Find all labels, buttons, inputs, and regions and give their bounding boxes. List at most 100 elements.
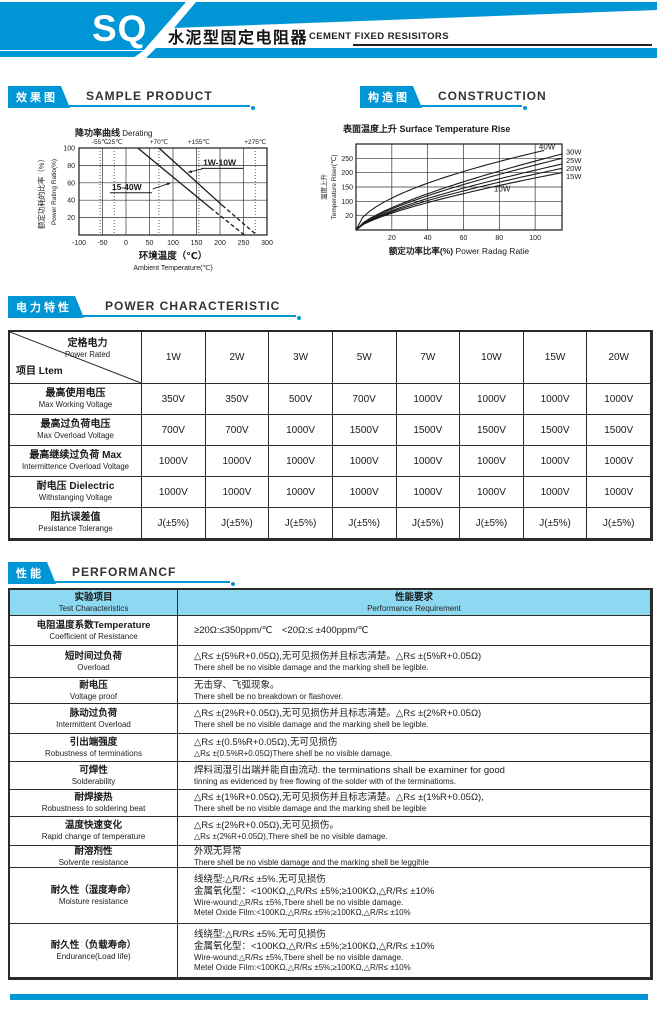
perf-req-line: There shell be no visible damage and the… bbox=[194, 662, 429, 672]
ref-line-label: +70℃ bbox=[150, 138, 168, 146]
power-value-cell: 1000V bbox=[205, 477, 270, 508]
x-tick-label: 300 bbox=[261, 240, 273, 247]
plot-frame bbox=[78, 147, 268, 236]
section-rule bbox=[360, 105, 522, 107]
power-value-cell: 1000V bbox=[332, 446, 397, 477]
perf-row-requirement: △R≤ ±(2%R+0.05Ω),无可见损伤并且标志清楚。△R≤ ±(2%R+0… bbox=[178, 704, 651, 734]
perf-req-line: △R≤ ±(0.5%R+0.05Ω),无可见损伤 bbox=[194, 736, 338, 748]
section-rule bbox=[8, 581, 230, 583]
section-label-cn: 电力特性 bbox=[16, 302, 72, 314]
x-tick-label: 60 bbox=[460, 235, 468, 242]
perf-req-line: △R≤ ±(2%R+0.05Ω),There shell be no visib… bbox=[194, 832, 388, 841]
series-label: 1W-10W bbox=[203, 157, 237, 167]
power-row-label: 最高继续过负荷 Max Intermittence Overload Voltag… bbox=[10, 446, 142, 477]
power-value-cell: J(±5%) bbox=[460, 508, 524, 539]
power-col-header: 3W bbox=[269, 332, 333, 384]
plot-frame bbox=[355, 143, 563, 231]
perf-req-line: There shell be no breakdown or flashover… bbox=[194, 691, 343, 701]
power-corner-cell: 定格电力 Power Rated 项目 Ltem bbox=[10, 332, 142, 384]
power-value-cell: 1000V bbox=[205, 446, 270, 477]
power-value-cell: J(±5%) bbox=[396, 508, 461, 539]
power-value-cell: 1000V bbox=[269, 446, 333, 477]
perf-req-line: There shell be no visble damage and the … bbox=[194, 857, 429, 867]
power-value-cell: 1500V bbox=[332, 415, 397, 446]
perf-row-label: 电阻温度系数Temperature Coefficient of Resistan… bbox=[10, 616, 178, 646]
power-value-cell: 700V bbox=[205, 415, 270, 446]
y-tick-label: 100 bbox=[341, 199, 353, 206]
section-dot bbox=[523, 106, 527, 110]
y-tick-label: 100 bbox=[63, 146, 75, 153]
section-flag: 性能 bbox=[8, 562, 56, 584]
power-value-cell: 1000V bbox=[587, 477, 651, 508]
section-label-cn: 性能 bbox=[16, 568, 44, 580]
perf-req-line: 金属氧化型：<100KΩ,△R/R≤ ±5%;≥100KΩ,△R/R≤ ±10% bbox=[194, 940, 435, 952]
series-line bbox=[158, 147, 223, 206]
section-dot bbox=[231, 582, 235, 586]
perf-row-label: 耐焊接热 Robustness to soldering beat bbox=[10, 790, 178, 817]
power-value-cell: 1500V bbox=[396, 415, 461, 446]
perf-row-label: 短时间过负荷 Overload bbox=[10, 646, 178, 678]
power-value-cell: 1500V bbox=[523, 415, 588, 446]
power-value-cell: J(±5%) bbox=[332, 508, 397, 539]
x-tick-label: -50 bbox=[97, 240, 107, 247]
x-tick-label: -100 bbox=[72, 240, 86, 247]
x-tick-label: 250 bbox=[238, 240, 250, 247]
derating-chart: -100 -50 0 50 100 150 200 250 300 20 40 60 80 100 -55℃… bbox=[36, 127, 273, 272]
perf-req-line: Metel Oxide Film:<100KΩ,△R/R≤ ±5%;≥100KΩ… bbox=[194, 907, 411, 917]
series-line bbox=[355, 157, 563, 231]
perf-row-requirement: ≥20Ω:≤350ppm/℃ <20Ω:≤ ±400ppm/℃ bbox=[178, 616, 651, 646]
x-tick-label: 0 bbox=[124, 240, 128, 247]
series-line-dashed bbox=[221, 204, 258, 236]
corner-diagonal bbox=[10, 332, 141, 383]
power-value-cell: 1000V bbox=[460, 477, 524, 508]
y-axis-label-cn: 额定功耗的比率（%） bbox=[36, 155, 46, 229]
power-value-cell: 1500V bbox=[460, 415, 524, 446]
power-col-header: 15W bbox=[523, 332, 588, 384]
performance-table: 实验项目 Test Characteristics 性能要求 Performance … bbox=[8, 588, 653, 980]
perf-row-label: 脉动过负荷 Intermittent Overload bbox=[10, 704, 178, 734]
series-label: 20W bbox=[566, 164, 582, 173]
power-col-header: 1W bbox=[142, 332, 206, 384]
series-arrowhead bbox=[188, 169, 192, 173]
power-value-cell: 1000V bbox=[523, 384, 588, 415]
power-value-cell: 1000V bbox=[587, 384, 651, 415]
power-value-cell: 1000V bbox=[460, 446, 524, 477]
power-value-cell: 1000V bbox=[142, 477, 206, 508]
power-value-cell: 1000V bbox=[523, 446, 588, 477]
y-tick-label: 20 bbox=[345, 213, 353, 220]
ref-line-label: -55℃ bbox=[92, 138, 109, 146]
power-value-cell: 500V bbox=[269, 384, 333, 415]
perf-row-requirement: 线绕型:△R/R≤ ±5%.无可见损伤 金属氧化型：<100KΩ,△R/R≤ ±5… bbox=[178, 924, 651, 978]
x-axis-label-en: Ambient Temperature(℃) bbox=[133, 265, 212, 272]
x-tick-label: 40 bbox=[424, 235, 432, 242]
perf-row-requirement: 线绕型:△R/R≤ ±5%.无可见损伤 金属氧化型：<100KΩ,△R/R≤ ±5… bbox=[178, 868, 651, 924]
perf-row-label: 可焊性 Solderability bbox=[10, 762, 178, 790]
perf-req-line: ≥20Ω:≤350ppm/℃ <20Ω:≤ ±400ppm/℃ bbox=[194, 624, 369, 636]
section-dot bbox=[251, 106, 255, 110]
series-line bbox=[355, 163, 563, 231]
power-value-cell: 1000V bbox=[332, 477, 397, 508]
power-col-header: 7W bbox=[396, 332, 461, 384]
y-tick-label: 200 bbox=[341, 170, 353, 177]
perf-req-line: △R≤ ±(2%R+0.05Ω),无可见损伤。 bbox=[194, 820, 339, 831]
section-label-en: PERFORMANCF bbox=[72, 565, 177, 579]
section-sample-product: 效果图 SAMPLE PRODUCT bbox=[8, 86, 268, 110]
series-line bbox=[137, 147, 212, 209]
power-value-cell: 1000V bbox=[523, 477, 588, 508]
power-value-cell: J(±5%) bbox=[269, 508, 333, 539]
series-label: 15W bbox=[566, 172, 582, 181]
section-power-characteristic: 电力特性 POWER CHARACTERISTIC bbox=[8, 296, 308, 320]
perf-row-requirement: △R≤ ±(1%R+0.05Ω),无可见损伤并且标志清楚。△R≤ ±(1%R+0… bbox=[178, 790, 651, 817]
section-flag: 构造图 bbox=[360, 86, 422, 108]
ref-line-label: +275℃ bbox=[244, 138, 266, 146]
x-tick-label: 100 bbox=[529, 235, 541, 242]
power-value-cell: 350V bbox=[142, 384, 206, 415]
series-line bbox=[355, 172, 563, 231]
power-table: 定格电力 Power Rated 项目 Ltem 1W 2W 3W 5W 7W 10W 15W 20… bbox=[8, 330, 653, 541]
perf-row-label: 耐久性（湿度寿命） Moisture resistance bbox=[10, 868, 178, 924]
y-tick-label: 80 bbox=[67, 163, 75, 170]
perf-req-line: tinning as evidenced by free flowing of … bbox=[194, 776, 456, 786]
series-arrowhead bbox=[166, 182, 171, 186]
section-rule bbox=[8, 315, 296, 317]
perf-req-line: There shell be no visible damage and the… bbox=[194, 719, 429, 729]
